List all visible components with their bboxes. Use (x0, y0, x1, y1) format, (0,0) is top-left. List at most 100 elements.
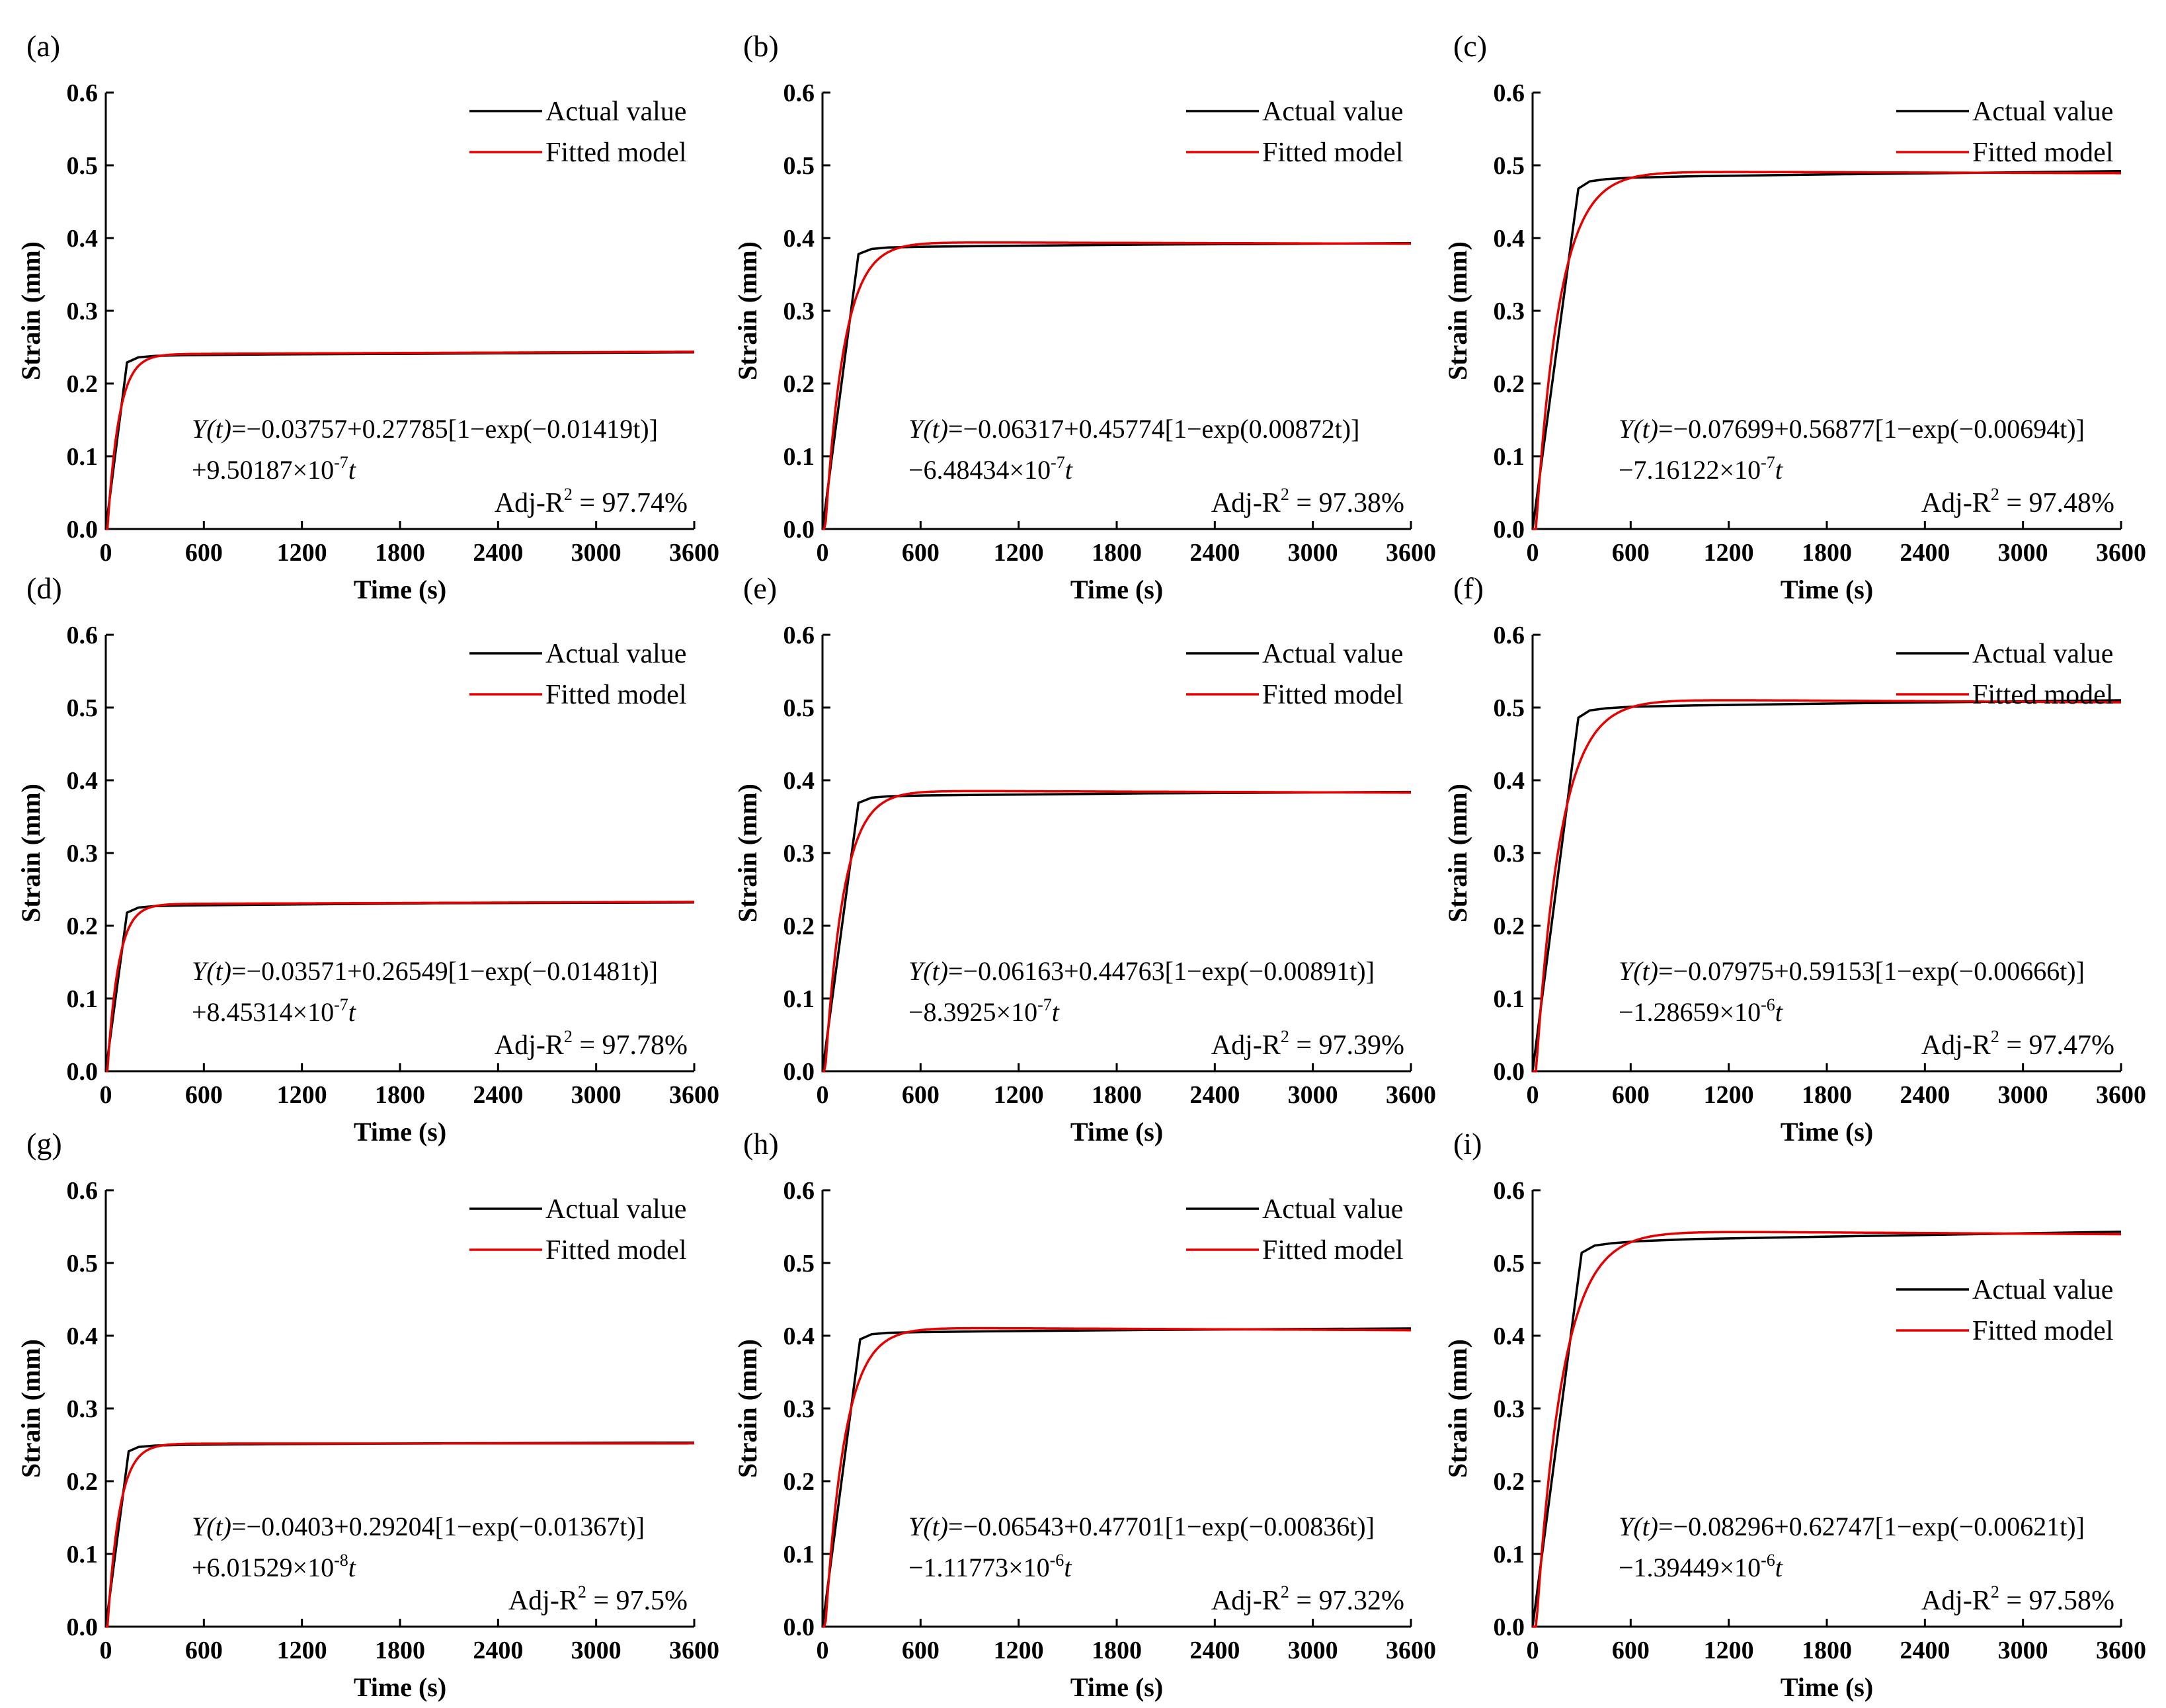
x-tick-label: 1200 (1704, 539, 1754, 567)
x-tick-label: 600 (185, 539, 223, 567)
equation-line-2: +9.50187×10-7t (192, 453, 356, 485)
y-tick-label: 0.4 (67, 767, 99, 795)
y-tick-label: 0.3 (67, 298, 99, 325)
panel-label: (h) (743, 1127, 779, 1160)
y-tick-label: 0.5 (783, 1250, 815, 1278)
x-tick-label: 1800 (375, 539, 425, 567)
legend-label: Fitted model (545, 680, 687, 710)
x-tick-label: 3000 (1998, 1637, 2048, 1664)
y-tick-label: 0.1 (783, 1541, 815, 1568)
legend-label: Fitted model (545, 1235, 687, 1266)
x-axis-title: Time (s) (354, 575, 446, 604)
x-tick-label: 3000 (571, 1637, 622, 1664)
legend-label: Actual value (1262, 1194, 1403, 1225)
y-tick-label: 0.6 (783, 622, 815, 649)
panel-label: (g) (26, 1127, 62, 1160)
series-fitted-model-line (822, 241, 1411, 530)
x-tick-label: 1200 (277, 1081, 327, 1109)
equation-line-1: Y(t)=−0.07975+0.59153[1−exp(−0.00666t)] (1619, 956, 2085, 986)
chart-panel-i: (i) 0.0 0.1 0.2 0.3 0.4 0.5 0.6 0 600 1200 1800 2400… (1443, 1127, 2146, 1702)
x-tick-label: 0 (817, 1081, 829, 1109)
x-tick-label: 3000 (1288, 539, 1338, 567)
y-axis-title: Strain (mm) (1443, 241, 1472, 380)
adj-r2-label: Adj-R2 = 97.58% (1921, 1582, 2114, 1616)
y-axis-title: Strain (mm) (1443, 1339, 1472, 1478)
series-fitted-model-line (822, 1326, 1411, 1628)
legend-label: Actual value (1262, 97, 1403, 127)
chart-panel-h: (h) 0.0 0.1 0.2 0.3 0.4 0.5 0.6 0 600 1200 1800 2400… (733, 1127, 1436, 1702)
y-tick-label: 0.0 (783, 1058, 815, 1086)
legend-label: Fitted model (1972, 138, 2114, 168)
x-tick-label: 3000 (1288, 1081, 1338, 1109)
x-tick-label: 1800 (1092, 539, 1142, 567)
y-axis-title: Strain (mm) (16, 1339, 46, 1478)
x-tick-label: 3600 (2096, 1637, 2146, 1664)
x-tick-label: 2400 (473, 1637, 523, 1664)
legend-label: Actual value (545, 1194, 686, 1225)
legend-label: Actual value (1972, 639, 2113, 669)
panel-label: (c) (1453, 29, 1487, 63)
equation-line-1: Y(t)=−0.06317+0.45774[1−exp(0.00872t)] (908, 414, 1359, 444)
adj-r2-label: Adj-R2 = 97.32% (1211, 1582, 1404, 1616)
equation-line-1: Y(t)=−0.03571+0.26549[1−exp(−0.01481t)] (192, 956, 658, 986)
panel-label: (f) (1453, 571, 1484, 605)
equation-line-2: −1.39449×10-6t (1619, 1551, 1783, 1582)
y-tick-label: 0.1 (67, 985, 99, 1013)
series-fitted-model-line (1533, 171, 2121, 530)
y-tick-label: 0.3 (1494, 840, 1525, 868)
y-tick-label: 0.1 (1494, 443, 1525, 471)
chart-panel-c: (c) 0.0 0.1 0.2 0.3 0.4 0.5 0.6 0 600 1200 1800 2400… (1443, 29, 2146, 604)
x-tick-label: 600 (1612, 539, 1650, 567)
chart-panel-a: (a) 0.0 0.1 0.2 0.3 0.4 0.5 0.6 0 600 1200 1800 2400… (16, 29, 719, 604)
y-tick-label: 0.5 (67, 1250, 99, 1278)
chart-panel-e: (e) 0.0 0.1 0.2 0.3 0.4 0.5 0.6 0 600 1200 1800 2400… (733, 571, 1436, 1147)
y-tick-label: 0.3 (67, 1395, 99, 1423)
x-tick-label: 1800 (375, 1637, 425, 1664)
legend-label: Actual value (545, 639, 686, 669)
adj-r2-label: Adj-R2 = 97.47% (1921, 1027, 2114, 1061)
y-tick-label: 0.4 (67, 225, 99, 253)
x-tick-label: 3600 (1386, 539, 1436, 567)
x-tick-label: 2400 (1189, 1081, 1240, 1109)
x-tick-label: 3600 (669, 1081, 719, 1109)
y-tick-label: 0.0 (783, 516, 815, 544)
x-tick-label: 600 (185, 1637, 223, 1664)
equation-line-2: −1.28659×10-6t (1619, 995, 1783, 1027)
y-tick-label: 0.1 (783, 443, 815, 471)
x-tick-label: 0 (817, 539, 829, 567)
equation-line-1: Y(t)=−0.08296+0.62747[1−exp(−0.00621t)] (1619, 1512, 2085, 1541)
x-tick-label: 1200 (994, 1081, 1044, 1109)
x-tick-label: 2400 (1189, 1637, 1240, 1664)
chart-panel-f: (f) 0.0 0.1 0.2 0.3 0.4 0.5 0.6 0 600 1200 1800 2400… (1443, 571, 2146, 1147)
y-tick-label: 0.4 (1494, 1322, 1525, 1350)
series-fitted-model-line (822, 790, 1411, 1073)
x-tick-label: 1200 (994, 1637, 1044, 1664)
x-tick-label: 1800 (1802, 1081, 1852, 1109)
series-fitted-model-line (1533, 699, 2121, 1073)
legend-label: Actual value (1972, 1275, 2113, 1305)
y-tick-label: 0.2 (1494, 913, 1525, 940)
x-axis-title: Time (s) (354, 1672, 446, 1702)
y-tick-label: 0.6 (1494, 622, 1525, 649)
y-axis-title: Strain (mm) (733, 784, 762, 922)
y-tick-label: 0.6 (783, 1177, 815, 1205)
x-tick-label: 3000 (571, 539, 622, 567)
y-tick-label: 0.0 (67, 516, 99, 544)
x-axis-title: Time (s) (1070, 1672, 1163, 1702)
adj-r2-label: Adj-R2 = 97.78% (495, 1027, 688, 1061)
chart-panel-d: (d) 0.0 0.1 0.2 0.3 0.4 0.5 0.6 0 600 1200 1800 2400… (16, 571, 719, 1147)
x-axis-title: Time (s) (1070, 575, 1163, 604)
y-tick-label: 0.5 (67, 694, 99, 722)
series-fitted-model-line (105, 901, 694, 1073)
x-tick-label: 3600 (669, 539, 719, 567)
series-actual-value-line (821, 790, 1412, 1072)
series-actual-value-line (1531, 170, 2122, 530)
equation-line-2: −1.11773×10-6t (908, 1551, 1072, 1582)
x-tick-label: 3600 (1386, 1081, 1436, 1109)
chart-panel-b: (b) 0.0 0.1 0.2 0.3 0.4 0.5 0.6 0 600 1200 1800 2400… (733, 29, 1436, 604)
legend-label: Actual value (545, 97, 686, 127)
y-axis-title: Strain (mm) (733, 1339, 762, 1478)
x-tick-label: 3000 (1998, 1081, 2048, 1109)
y-tick-label: 0.0 (1494, 516, 1525, 544)
y-tick-label: 0.5 (783, 152, 815, 180)
